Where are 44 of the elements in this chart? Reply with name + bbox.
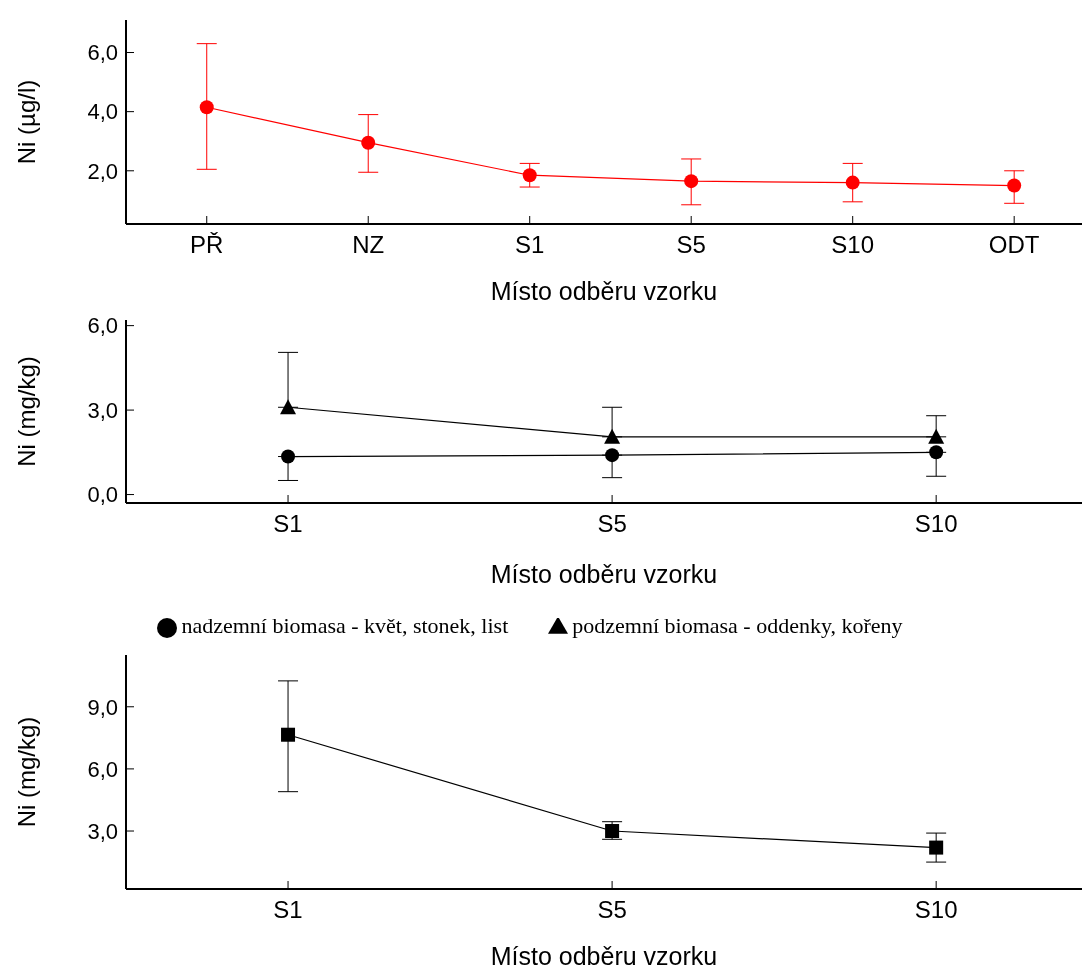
y-tick-label: 6,0: [87, 40, 118, 66]
point: [605, 448, 620, 463]
x-tick-label: S5: [597, 896, 627, 924]
point: [684, 174, 699, 189]
x-axis-title: Místo odběru vzorku: [490, 277, 718, 305]
y-tick-label: 4,0: [87, 99, 118, 125]
x-tick-label: S1: [273, 510, 303, 538]
point: [281, 727, 296, 742]
x-tick-label: S1: [515, 231, 545, 259]
x-tick-label: S10: [831, 231, 875, 259]
point: [281, 449, 296, 464]
x-axis-title: Místo odběru vzorku: [490, 942, 718, 970]
legend-label: podzemní biomasa - oddenky, kořeny: [572, 613, 903, 638]
y-axis-title: Ni (mg/kg): [12, 716, 40, 828]
point: [361, 135, 376, 150]
point: [929, 445, 944, 460]
point: [604, 428, 621, 444]
y-tick-label: 0,0: [87, 482, 118, 508]
point: [605, 824, 620, 839]
y-tick-label: 3,0: [87, 818, 118, 844]
x-tick-label: S10: [914, 510, 958, 538]
point: [928, 428, 945, 444]
x-tick-label: ODT: [988, 231, 1040, 259]
y-tick-label: 6,0: [87, 313, 118, 339]
y-tick-label: 6,0: [87, 756, 118, 782]
x-tick-label: S5: [597, 510, 627, 538]
y-tick-label: 9,0: [87, 694, 118, 720]
x-axis-title: Místo odběru vzorku: [490, 560, 718, 588]
y-tick-label: 2,0: [87, 158, 118, 184]
y-tick-label: 3,0: [87, 397, 118, 423]
y-axis-title: Ni (mg/kg): [12, 356, 40, 467]
point: [929, 840, 944, 855]
point: [280, 399, 297, 415]
legend-label: nadzemní biomasa - květ, stonek, list: [181, 613, 509, 638]
x-tick-label: S5: [676, 231, 706, 259]
point: [522, 168, 537, 183]
point: [199, 100, 214, 115]
x-tick-label: NZ: [352, 231, 385, 259]
point: [1007, 178, 1022, 193]
y-axis-title: Ni (µg/l): [12, 79, 40, 165]
x-tick-label: PŘ: [190, 231, 224, 259]
point: [845, 175, 860, 190]
x-tick-label: S10: [914, 896, 958, 924]
x-tick-label: S1: [273, 896, 303, 924]
